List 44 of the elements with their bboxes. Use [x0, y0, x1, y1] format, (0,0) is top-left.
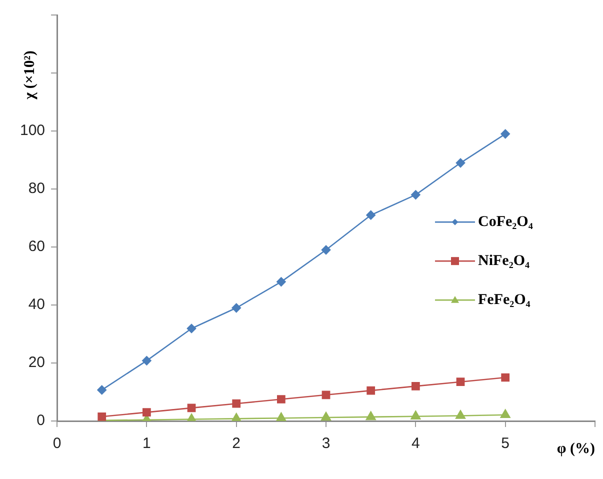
- y-axis-title: χ (×10²): [22, 50, 38, 100]
- point: [410, 410, 421, 420]
- y-tick-label: 100: [20, 122, 46, 140]
- point: [456, 158, 466, 168]
- x-tick-label: 3: [322, 435, 330, 452]
- y-tick-label: 20: [28, 354, 46, 372]
- x-tick-label: 5: [501, 435, 510, 452]
- point: [186, 324, 196, 334]
- legend-label: NiFe₂O₄: [478, 252, 530, 269]
- point: [187, 404, 196, 412]
- x-tick-label: 0: [52, 435, 62, 452]
- point: [186, 414, 196, 421]
- point: [411, 382, 420, 390]
- point: [500, 129, 510, 139]
- point: [366, 386, 376, 395]
- y-tick-label: 60: [28, 238, 46, 256]
- point: [366, 210, 376, 220]
- x-tick-label: 1: [142, 435, 151, 452]
- point: [276, 395, 286, 404]
- point: [276, 277, 286, 286]
- point: [501, 373, 510, 382]
- legend-label: FeFe₂O₄: [478, 292, 531, 308]
- point: [411, 190, 420, 200]
- point: [232, 399, 241, 408]
- point: [321, 412, 331, 421]
- point: [366, 411, 376, 420]
- point: [322, 390, 330, 400]
- point: [142, 408, 151, 416]
- x-tick-label: 2: [232, 435, 241, 452]
- point: [456, 378, 465, 386]
- point: [97, 385, 107, 395]
- point: [321, 245, 331, 255]
- x-axis-title: φ (%): [556, 440, 595, 457]
- y-tick-label: 80: [28, 180, 46, 198]
- point: [232, 303, 241, 313]
- point: [276, 412, 286, 421]
- point: [500, 409, 510, 418]
- point: [142, 356, 152, 366]
- y-tick-label: 40: [28, 296, 46, 314]
- point: [231, 413, 242, 421]
- point: [456, 410, 466, 419]
- y-tick-label: 0: [36, 412, 46, 430]
- legend-label: CoFe₂O₄: [478, 214, 534, 230]
- x-tick-label: 4: [412, 435, 420, 452]
